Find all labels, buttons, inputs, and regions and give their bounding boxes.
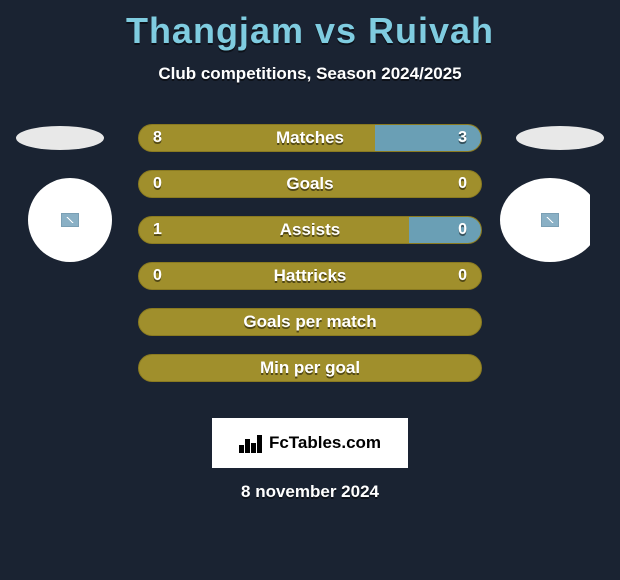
- fctables-logo: FcTables.com: [212, 418, 408, 468]
- date-text: 8 november 2024: [0, 482, 620, 502]
- stat-value-right: 3: [458, 129, 467, 147]
- logo-chart-icon: [239, 433, 263, 453]
- stat-label: Matches: [276, 128, 344, 148]
- stats-chart: Matches83Goals00Assists10Hattricks00Goal…: [0, 124, 620, 414]
- stat-value-left: 1: [153, 221, 162, 239]
- stat-row: Goals per match: [138, 308, 482, 336]
- stat-row: Assists 1 0: [138, 216, 482, 244]
- stat-value-right: 0: [458, 267, 467, 285]
- stat-value-left: 0: [153, 267, 162, 285]
- page-title: Thangjam vs Ruivah: [0, 0, 620, 52]
- stat-label: Goals: [286, 174, 333, 194]
- stat-row: Matches 8 3: [138, 124, 482, 152]
- stat-value-left: 0: [153, 175, 162, 193]
- stat-value-left: 8: [153, 129, 162, 147]
- stat-value-right: 0: [458, 221, 467, 239]
- stat-row: Hattricks 0 0: [138, 262, 482, 290]
- stat-label: Assists: [280, 220, 340, 240]
- stat-label: Goals per match: [243, 312, 376, 332]
- stat-row: Goals 0 0: [138, 170, 482, 198]
- stat-value-right: 0: [458, 175, 467, 193]
- stat-label: Min per goal: [260, 358, 360, 378]
- logo-text: FcTables.com: [269, 433, 381, 453]
- stat-label: Hattricks: [274, 266, 347, 286]
- stat-bar-right: [409, 217, 481, 243]
- stat-row: Min per goal: [138, 354, 482, 382]
- subtitle: Club competitions, Season 2024/2025: [0, 64, 620, 84]
